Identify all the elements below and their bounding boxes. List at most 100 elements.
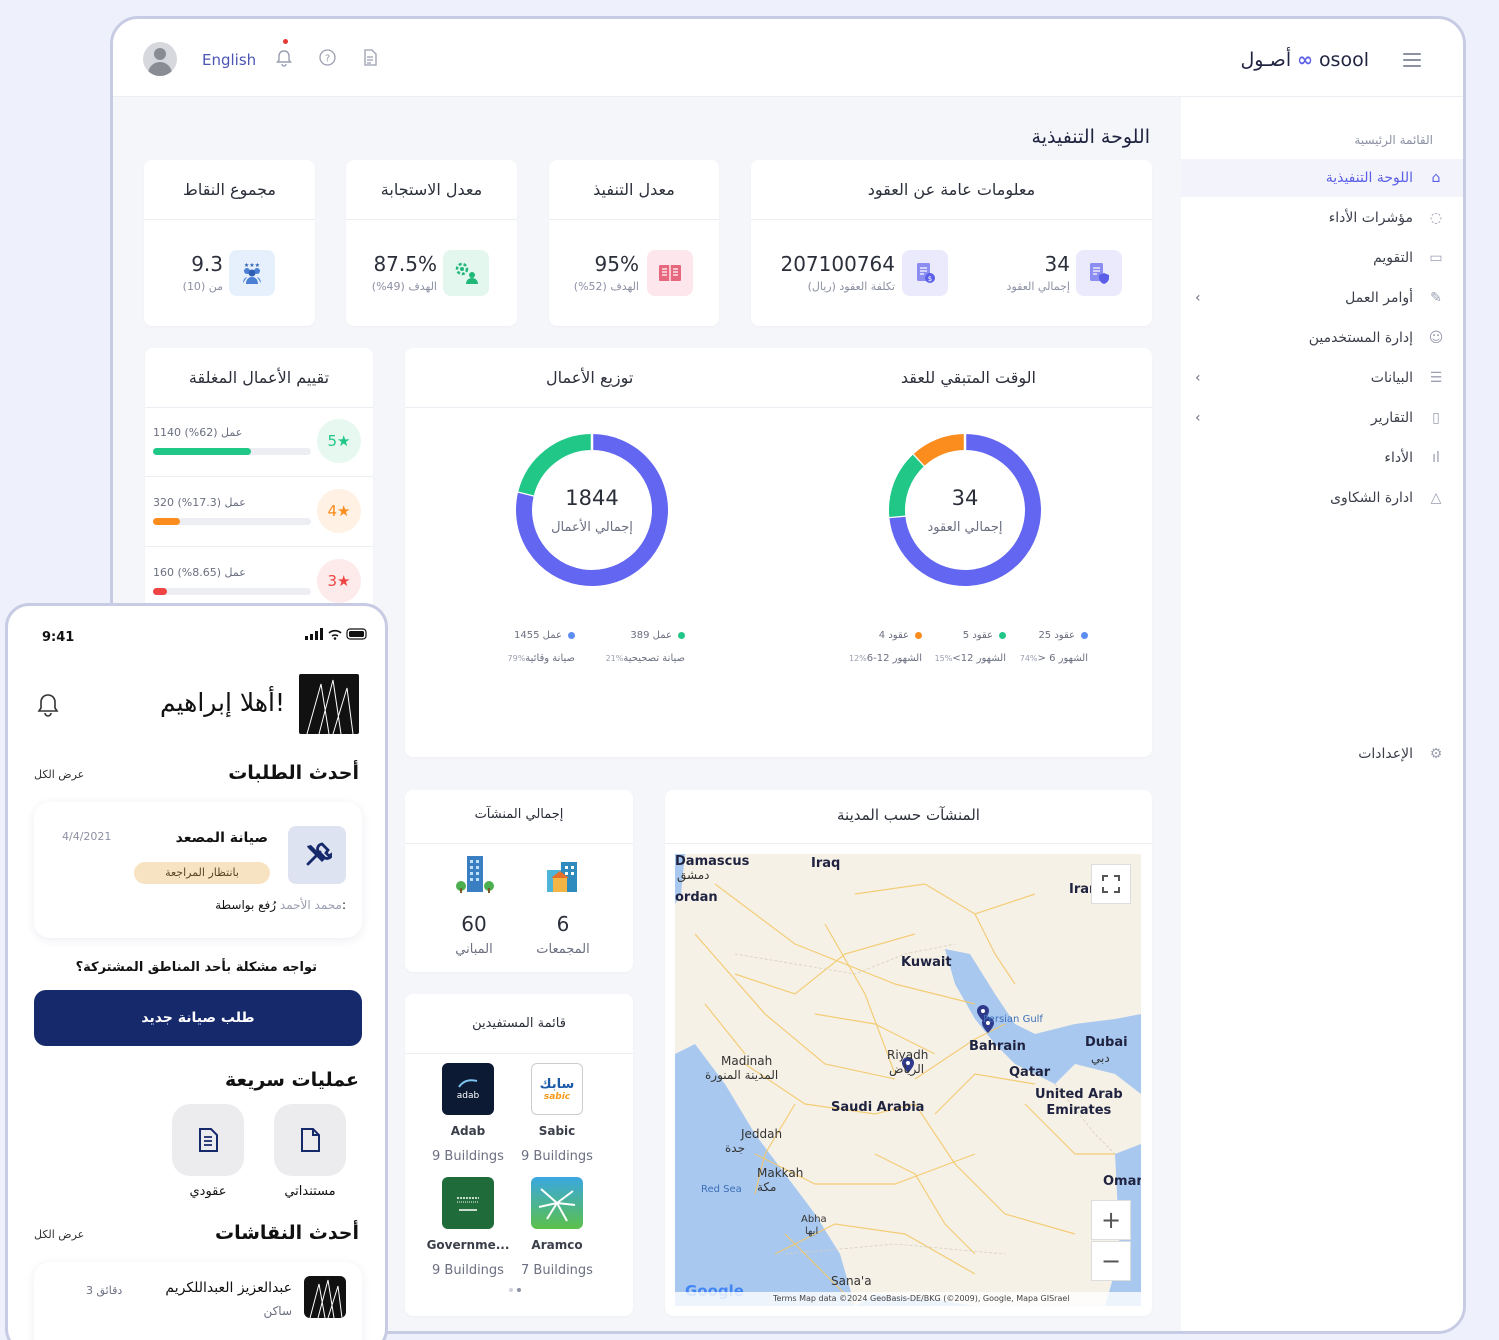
zoom-in-button[interactable]: + (1091, 1200, 1131, 1240)
beneficiary-name: Adab (450, 1124, 486, 1138)
map-view[interactable]: Damascus دمشق ordan Iraq Iran Kuwait Per… (675, 854, 1141, 1306)
sidebar-item-users[interactable]: إدارة المستخدمين ☺ (1181, 319, 1463, 357)
language-switch[interactable]: English (202, 51, 257, 69)
map-label: المدينة المنورة (705, 1068, 779, 1082)
discussion-role: ساكن (263, 1304, 292, 1318)
carousel-dot[interactable] (517, 1288, 521, 1292)
map-label: Makkah (757, 1166, 804, 1180)
beneficiaries-card: قائمة المستفيدين سابك sabic Sabic 9 Buil… (405, 994, 633, 1316)
view-all-discussions-link[interactable]: عرض الكل (34, 1228, 85, 1241)
rating-progress-bar (153, 518, 311, 525)
card-title: معدل التنفيذ (549, 160, 719, 220)
discussion-author: عبدالعزيز العبداللكريم (165, 1280, 292, 1296)
menu-toggle-icon[interactable] (1403, 53, 1421, 71)
submitted-by-name: محمد الأحمد (279, 898, 342, 912)
sidebar-item-data[interactable]: ‹ البيانات ☰ (1181, 359, 1463, 397)
sidebar-item-label: التقارير (1370, 410, 1413, 426)
contracts-cost-value: 207100764 (780, 252, 895, 276)
shared-area-question: تواجه مشكلة بأحد المناطق المشتركة؟ (75, 960, 317, 975)
beneficiary-name: Aramco (531, 1238, 583, 1252)
rating-text: 160 عمل (8.65%) (153, 566, 246, 579)
bar-chart-icon: ıl (1432, 450, 1440, 466)
sidebar-item-reports[interactable]: ‹ التقارير ▯ (1181, 399, 1463, 437)
tools-icon (288, 826, 346, 884)
carousel-dot[interactable] (509, 1288, 513, 1292)
legend-value: 5 عقود (963, 630, 1006, 641)
facilities-map-card: المنشآت حسب المدينة (665, 790, 1152, 1316)
carousel-dots[interactable] (509, 1288, 521, 1292)
app-window: English ? أصـول ∞ osool القائمة الرئيسية… (110, 16, 1466, 1334)
points-card: مجموع النقاط ★★★ 9.3 من (10) (144, 160, 315, 326)
my-contracts-button[interactable] (172, 1104, 244, 1176)
sidebar-item-complaints[interactable]: ادارة الشكاوى △ (1181, 479, 1463, 517)
aramco-logo[interactable] (531, 1177, 583, 1229)
donut-slice-0[interactable] (889, 434, 1041, 586)
donut-slice-1[interactable] (889, 453, 925, 518)
charts-card-header: الوقت المتبقي للعقد توزيع الأعمال (405, 348, 1152, 408)
gear-icon: ⚙ (1429, 746, 1443, 762)
bell-icon[interactable] (275, 49, 293, 67)
map-label: Oman (1103, 1174, 1141, 1189)
sidebar-item-performance[interactable]: الأداء ıl (1181, 439, 1463, 477)
donut-slice-0[interactable] (516, 434, 668, 586)
donut-slice-1[interactable] (518, 434, 593, 496)
sidebar-item-settings[interactable]: الإعدادات ⚙ (1181, 735, 1463, 773)
star-rating-badge: 3 ★ (317, 559, 361, 603)
complexes-label: المجمعات (536, 942, 590, 957)
map-label: Abha (801, 1214, 827, 1225)
rating-progress-bar (153, 448, 311, 455)
latest-discussions-title: أحدث النقاشات (214, 1222, 359, 1244)
my-documents-button[interactable] (274, 1104, 346, 1176)
contracts-count-value: 34 (1044, 252, 1070, 276)
beneficiary-count: 9 Buildings (521, 1149, 593, 1164)
donut-center-value: 34 (951, 486, 979, 510)
file-icon: ▯ (1432, 410, 1440, 426)
map-label: Persian Gulf (983, 1014, 1043, 1025)
sidebar-item-work-orders[interactable]: ‹ أوامر العمل ✎ (1181, 279, 1463, 317)
sidebar-item-label: الإعدادات (1358, 746, 1413, 762)
rating-progress-bar (153, 588, 311, 595)
donut-slice-2[interactable] (913, 434, 966, 466)
sidebar-item-kpis[interactable]: مؤشرات الأداء ◌ (1181, 199, 1463, 237)
sidebar-item-calendar[interactable]: التقويم ▭ (1181, 239, 1463, 277)
document-icon[interactable] (361, 49, 379, 67)
discussion-card[interactable]: عبدالعزيز العبداللكريم 3 دقائق ساكن (34, 1262, 362, 1340)
request-card[interactable]: صيانة المصعد 4/4/2021 بانتظار المراجعة م… (34, 802, 362, 938)
new-maintenance-request-button[interactable]: طلب صيانة جديد (34, 990, 362, 1046)
legend-dot (568, 631, 575, 639)
notification-dot (283, 39, 288, 44)
map-attribution: Terms Map data ©2024 GeoBasis-DE/BKG (©2… (675, 1292, 1141, 1306)
map-label: ابها (805, 1226, 819, 1237)
government-logo[interactable] (442, 1177, 494, 1229)
top-bar: English ? أصـول ∞ osool (113, 19, 1463, 97)
zoom-out-button[interactable]: − (1091, 1241, 1131, 1281)
response-sub: الهدف (49%) (371, 280, 437, 293)
request-date: 4/4/2021 (62, 830, 112, 843)
sidebar-item-dashboard[interactable]: اللوحة التنفيذية ⌂ (1181, 159, 1463, 197)
map-label: Iraq (811, 856, 841, 871)
legend-value-text: 5 عقود (962, 630, 993, 641)
closed-works-rating-card: تقييم الأعمال المغلقة 5 ★ 1140 عمل (62%) … (145, 348, 373, 648)
sidebar-item-label: مؤشرات الأداء (1328, 210, 1413, 226)
legend-label: 74%> 6 الشهور (1016, 653, 1088, 664)
building-icon (453, 854, 495, 900)
bell-icon[interactable] (36, 692, 60, 722)
adab-logo[interactable]: adab (442, 1063, 494, 1115)
fullscreen-icon[interactable] (1091, 864, 1131, 904)
complexes-value: 6 (556, 912, 570, 936)
legend-pct: 79% (507, 654, 526, 663)
sidebar-section-title: القائمة الرئيسية (1354, 133, 1433, 147)
user-avatar[interactable] (143, 42, 177, 76)
beneficiary-name: Sabic (538, 1124, 576, 1138)
chevron-left-icon: ‹ (1195, 370, 1201, 386)
buildings-value: 60 (461, 912, 487, 936)
map-label: Saudi Arabia (831, 1100, 925, 1115)
sabic-logo-text: سابك (539, 1076, 575, 1092)
rating-progress-fill (153, 448, 251, 455)
help-icon[interactable]: ? (318, 49, 336, 67)
card-title: معدل الاستجابة (346, 160, 517, 220)
view-all-requests-link[interactable]: عرض الكل (34, 768, 85, 781)
sabic-logo[interactable]: سابك sabic (531, 1063, 583, 1115)
card-title: تقييم الأعمال المغلقة (145, 348, 373, 408)
donut-center-label: إجمالي الأعمال (551, 520, 633, 535)
